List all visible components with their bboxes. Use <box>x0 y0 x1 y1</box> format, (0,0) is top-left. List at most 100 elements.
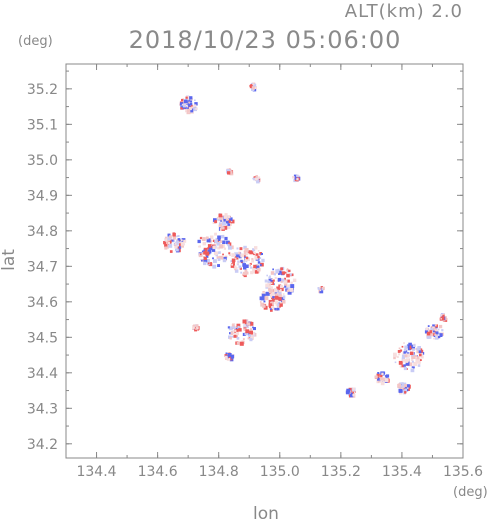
data-point <box>194 102 198 106</box>
data-point <box>418 350 422 354</box>
data-point <box>195 324 199 328</box>
data-point <box>411 360 414 363</box>
data-point <box>185 110 188 113</box>
data-point <box>198 245 200 248</box>
data-point <box>438 324 443 329</box>
cluster <box>317 286 325 294</box>
y-tick-label: 34.9 <box>27 188 58 204</box>
data-point <box>178 243 183 247</box>
data-point <box>239 247 243 251</box>
data-point <box>271 306 274 309</box>
data-point <box>216 256 220 259</box>
data-point <box>190 104 193 107</box>
data-point <box>194 99 196 101</box>
data-point <box>377 380 380 383</box>
data-point <box>180 244 184 248</box>
data-point <box>406 344 411 349</box>
data-point <box>401 389 404 393</box>
data-point <box>248 334 251 337</box>
data-point <box>288 269 291 273</box>
data-point <box>286 279 290 283</box>
data-point <box>179 240 182 243</box>
data-point <box>319 289 324 294</box>
data-point <box>203 256 207 260</box>
data-point <box>231 253 236 257</box>
data-point <box>192 105 195 108</box>
data-point <box>218 222 222 225</box>
data-point <box>223 247 226 250</box>
data-point <box>243 324 246 327</box>
y-unit-label: (deg) <box>18 34 53 49</box>
data-point <box>248 263 251 266</box>
data-point <box>217 216 221 220</box>
data-point <box>238 328 242 332</box>
data-point <box>435 329 439 333</box>
data-point <box>270 281 275 285</box>
data-point <box>408 362 413 367</box>
data-point <box>291 286 294 289</box>
data-point <box>352 394 355 397</box>
data-point <box>238 265 242 269</box>
data-point <box>192 325 195 328</box>
data-point <box>281 271 286 275</box>
data-point <box>432 326 437 331</box>
data-point <box>228 245 232 250</box>
data-point <box>174 245 178 249</box>
data-point <box>240 259 243 263</box>
data-point <box>232 330 236 334</box>
data-point <box>222 253 224 256</box>
data-point <box>176 235 178 238</box>
data-point <box>251 259 255 263</box>
data-point <box>260 262 264 267</box>
data-point <box>206 238 211 243</box>
data-point <box>253 83 257 87</box>
data-point <box>226 168 230 173</box>
data-point <box>253 253 255 256</box>
data-point <box>205 255 209 258</box>
data-point <box>247 337 250 340</box>
data-point <box>226 240 230 245</box>
data-point <box>220 227 223 230</box>
data-point <box>233 265 237 269</box>
data-point <box>235 267 238 270</box>
data-point <box>271 278 274 280</box>
data-point <box>203 251 207 255</box>
data-point <box>231 335 234 338</box>
cluster <box>212 213 235 231</box>
data-point <box>200 253 202 256</box>
data-point <box>169 243 172 247</box>
data-point <box>242 319 247 324</box>
data-point <box>407 347 412 351</box>
data-point <box>269 278 273 282</box>
data-point <box>252 83 255 86</box>
cluster <box>224 352 235 362</box>
data-point <box>223 217 228 222</box>
data-point <box>261 293 266 298</box>
data-point <box>435 331 439 335</box>
data-point <box>169 250 173 253</box>
data-point <box>259 264 262 267</box>
y-tick-label: 34.7 <box>27 259 58 275</box>
data-point <box>283 280 287 284</box>
data-point <box>201 237 206 241</box>
data-point <box>253 85 257 89</box>
data-point <box>164 244 168 248</box>
data-point <box>238 251 241 254</box>
data-point <box>229 337 232 340</box>
data-point <box>275 303 279 306</box>
data-point <box>189 99 193 103</box>
data-point <box>272 268 274 271</box>
data-point <box>352 391 354 394</box>
data-point <box>219 255 223 260</box>
data-point <box>165 238 169 242</box>
x-tick-label: 134.6 <box>138 464 178 480</box>
data-point <box>416 350 420 354</box>
data-point <box>219 240 223 243</box>
data-point <box>278 284 282 288</box>
data-point <box>229 217 233 221</box>
x-axis-label: lon <box>253 504 279 521</box>
data-point <box>411 358 414 362</box>
data-point <box>276 307 280 311</box>
data-point <box>403 386 405 388</box>
data-point <box>239 267 242 270</box>
